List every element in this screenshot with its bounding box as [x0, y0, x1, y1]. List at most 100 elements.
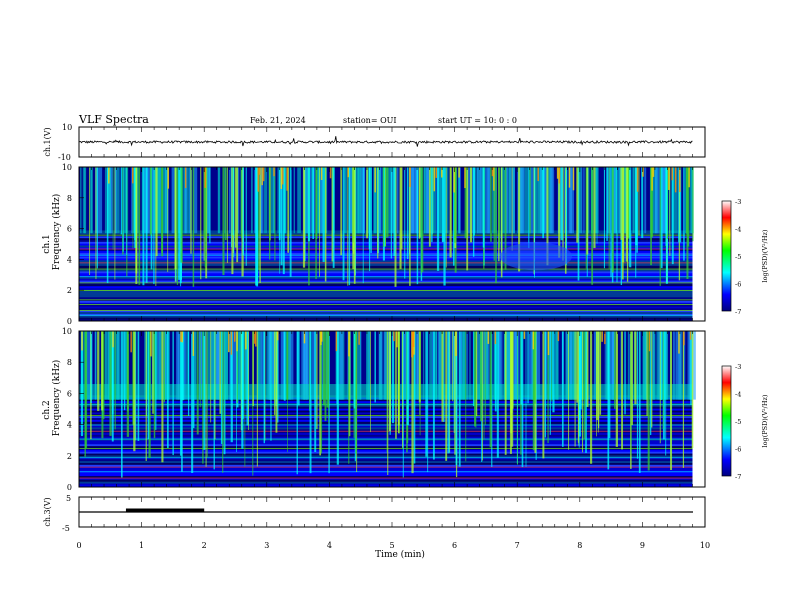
spec-cell [125, 331, 127, 400]
spec-sferic [277, 331, 279, 423]
spec-band [79, 470, 693, 473]
spec-cell [540, 167, 542, 234]
spec-cell [379, 331, 381, 400]
spec-sferic [568, 331, 570, 450]
spec-sferic [348, 167, 351, 286]
spec-sferic [419, 331, 421, 436]
colorbar-tick-label: -7 [735, 473, 741, 481]
spec-sferic [90, 331, 92, 404]
spec-cell [317, 167, 321, 234]
spec-cell [568, 167, 573, 234]
spec-band [79, 284, 693, 287]
spec-cell [435, 331, 438, 400]
spec-sferic [511, 331, 514, 447]
spec-sferic [246, 331, 249, 426]
spec-sferic [692, 167, 694, 242]
spec-band [79, 473, 693, 477]
spec-sferic [662, 331, 664, 429]
spec-cell [89, 167, 93, 234]
spec-band [79, 430, 693, 434]
spec-cell [181, 331, 183, 343]
spec-sferic [418, 167, 420, 239]
spec-cell [387, 331, 390, 400]
spec-cell [687, 331, 691, 400]
spec-cell [287, 331, 291, 400]
spec-cell [692, 331, 696, 400]
spec-sferic [283, 331, 286, 401]
spec-sferic [473, 331, 477, 427]
spec-band [79, 295, 693, 298]
spec-sferic [103, 331, 105, 420]
spec-cell [319, 167, 323, 234]
ch2-spec-ylabel-line1: ch.2 [42, 400, 52, 419]
spec-sferic [126, 167, 128, 256]
spec-sferic [464, 167, 467, 239]
y-tick-label: 8 [67, 194, 72, 203]
spec-sferic [223, 331, 226, 455]
spec-sferic [274, 167, 276, 261]
spec-cell [122, 331, 125, 400]
spec-cell [206, 331, 211, 400]
spec-sferic [167, 167, 169, 272]
spec-cell [460, 331, 462, 400]
spec-sferic [182, 331, 185, 401]
y-tick-label: 8 [67, 358, 72, 367]
spec-sferic [638, 167, 640, 236]
spec-cell [439, 167, 443, 234]
spec-band [79, 408, 693, 411]
spec-cell [280, 331, 285, 400]
x-tick-label: 10 [700, 541, 710, 550]
spec-band [79, 278, 693, 281]
spec-sferic [388, 331, 391, 432]
spec-cell [188, 167, 190, 234]
spec-sferic [534, 167, 535, 278]
spec-cell [492, 167, 495, 234]
spec-cell [604, 331, 606, 345]
spec-sferic [112, 167, 114, 250]
spec-cell [228, 331, 230, 353]
spec-sferic [482, 167, 485, 248]
spec-band [79, 472, 693, 475]
spec-sferic [269, 167, 271, 260]
spec-cell [258, 167, 261, 175]
spec-cell [402, 331, 407, 400]
spec-sferic [353, 331, 356, 409]
spec-sferic [226, 167, 228, 263]
spec-sferic [489, 331, 492, 448]
spec-cell [483, 331, 487, 400]
spec-sferic [213, 331, 215, 470]
spec-sferic [651, 331, 653, 428]
spec-cell [360, 167, 364, 234]
spec-sferic [624, 331, 626, 415]
spec-line [79, 466, 693, 468]
spec-sferic [532, 331, 535, 451]
spec-cell [568, 167, 571, 188]
spec-sferic [219, 331, 222, 414]
spec-cell [107, 167, 112, 234]
spec-cell [404, 331, 406, 400]
ch2-colorbar [721, 365, 732, 477]
spec-cell [345, 167, 347, 234]
spec-sferic [192, 331, 195, 429]
y-tick-label: 10 [62, 163, 72, 172]
spec-sferic [646, 331, 648, 416]
spec-sferic [152, 331, 154, 414]
spec-sferic [659, 167, 661, 286]
spec-sferic [466, 167, 469, 271]
spec-sferic [97, 331, 100, 411]
spec-band [79, 319, 693, 321]
spec-cell [392, 167, 394, 234]
spec-cell [566, 331, 570, 400]
spec-sferic [406, 331, 409, 426]
spec-sferic [370, 167, 372, 253]
spec-sferic [660, 167, 663, 269]
spec-cell [320, 331, 325, 400]
spec-sferic [493, 167, 495, 261]
spec-cell [130, 331, 132, 353]
spec-sferic [586, 331, 589, 407]
spec-cell [486, 331, 489, 400]
spec-sferic [445, 167, 447, 268]
spec-cell [374, 167, 376, 193]
spec-sferic [596, 167, 598, 244]
